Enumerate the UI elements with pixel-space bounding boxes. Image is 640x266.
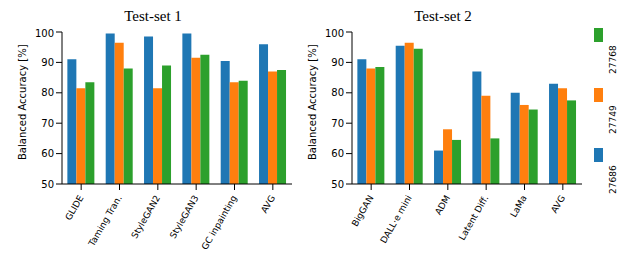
svg-text:ADM: ADM: [433, 194, 452, 217]
svg-text:StyleGAN2: StyleGAN2: [129, 194, 162, 241]
html-text:Test-set 2: Test-set 2: [414, 8, 472, 24]
svg-text:LaMa: LaMa: [508, 194, 529, 220]
svg-text:70: 70: [41, 118, 54, 129]
svg-text:90: 90: [331, 57, 344, 68]
svg-text:27768: 27768: [608, 45, 618, 74]
svg-text:Balanced Accuracy [%]: Balanced Accuracy [%]: [17, 44, 28, 160]
svg-text:80: 80: [331, 87, 344, 98]
svg-text:27686: 27686: [608, 165, 618, 194]
svg-text:50: 50: [41, 179, 54, 190]
svg-text:90: 90: [41, 57, 54, 68]
svg-text:60: 60: [41, 148, 54, 159]
svg-text:AVG: AVG: [549, 193, 567, 214]
svg-text:AVG: AVG: [259, 193, 277, 214]
svg-text:Taming Tran.: Taming Tran.: [86, 194, 124, 249]
svg-text:80: 80: [41, 87, 54, 98]
svg-text:Balanced Accuracy [%]: Balanced Accuracy [%]: [307, 44, 318, 160]
svg-text:100: 100: [325, 28, 344, 39]
svg-text:BigGAN: BigGAN: [350, 194, 376, 229]
svg-text:GC inpainting: GC inpainting: [200, 194, 239, 252]
svg-text:Latent Diff.: Latent Diff.: [457, 194, 491, 242]
svg-text:GLIDE: GLIDE: [63, 193, 85, 222]
svg-text:70: 70: [331, 118, 344, 129]
svg-text:50: 50: [331, 179, 344, 190]
svg-text:27749: 27749: [608, 105, 618, 134]
svg-text:DALL·e mini: DALL·e mini: [378, 194, 414, 246]
html-text:Test-set 1: Test-set 1: [124, 8, 182, 24]
svg-text:100: 100: [35, 28, 54, 39]
svg-text:StyleGAN3: StyleGAN3: [168, 194, 201, 241]
svg-text:60: 60: [331, 148, 344, 159]
